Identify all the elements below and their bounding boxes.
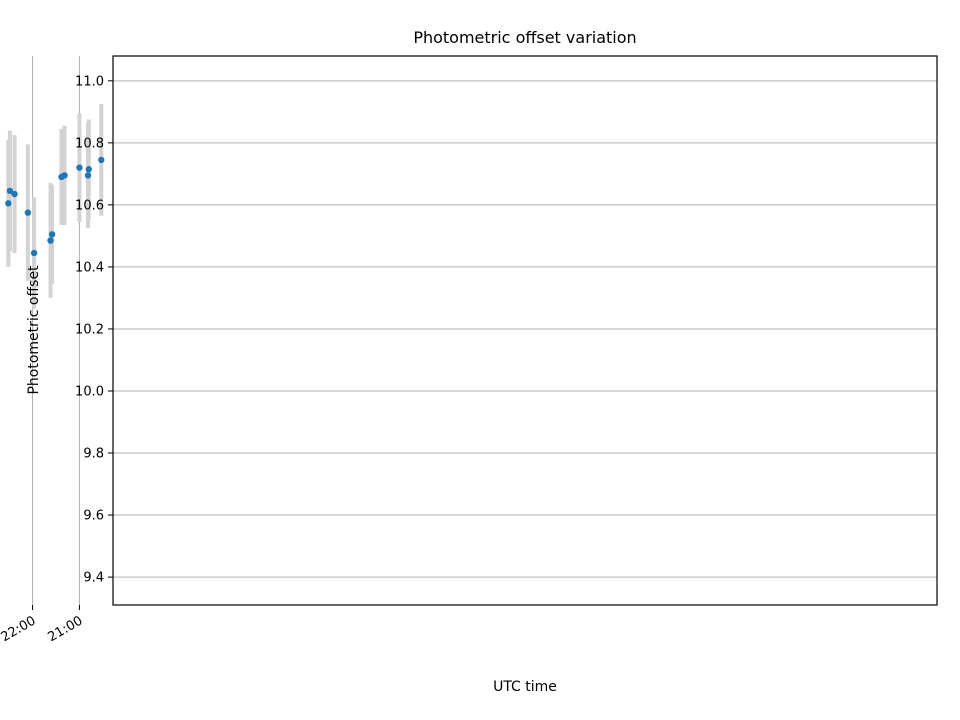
data-point — [5, 200, 12, 207]
y-tick-label: 10.2 — [75, 322, 104, 337]
data-point — [6, 187, 14, 195]
data-point — [76, 164, 83, 171]
data-point — [84, 172, 92, 179]
x-tick-label: 21:00 — [45, 613, 85, 645]
data-point — [58, 173, 65, 181]
y-axis: 9.4 9.6 9.8 10.0 10.2 10.4 10.6 10.8 11.0 — [75, 74, 113, 586]
y-axis-label: Photometric offset — [26, 265, 42, 395]
plot-frame — [112, 55, 938, 606]
data-point — [98, 156, 105, 164]
data-points — [5, 156, 105, 257]
y-tick-label: 10.0 — [75, 384, 104, 399]
data-point — [24, 209, 32, 216]
data-point — [85, 166, 92, 173]
chart-title: Photometric offset variation — [413, 28, 636, 47]
y-tick-label: 9.6 — [83, 509, 104, 524]
y-tick-label: 10.8 — [75, 136, 104, 151]
y-tick-label: 11.0 — [75, 74, 104, 89]
grid — [32, 56, 937, 605]
y-tick-label: 9.4 — [83, 571, 104, 586]
y-tick-label: 10.6 — [75, 198, 104, 213]
x-axis-label: UTC time — [493, 679, 557, 695]
y-tick-label: 10.4 — [75, 260, 104, 275]
y-tick-label: 9.8 — [83, 447, 104, 462]
data-point — [30, 249, 38, 257]
x-tick-label: 22:00 — [0, 613, 39, 645]
data-point — [47, 237, 54, 244]
data-point — [48, 231, 56, 238]
data-point — [11, 190, 18, 198]
